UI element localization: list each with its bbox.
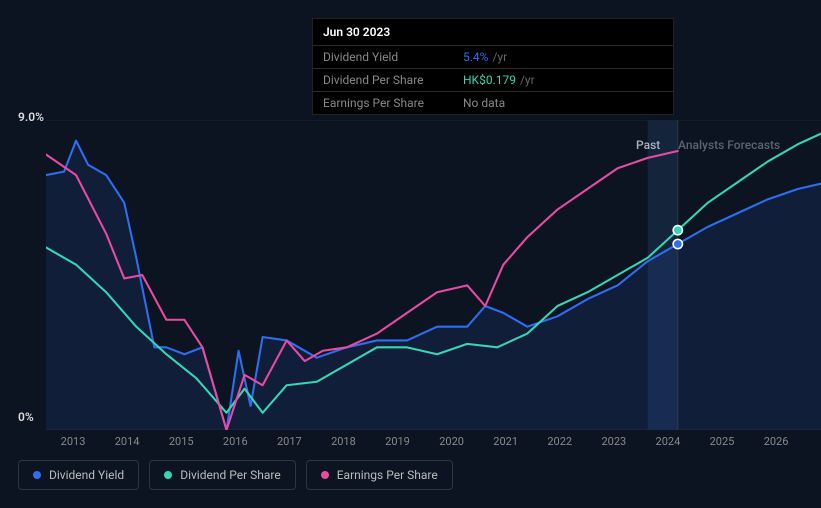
legend-label: Earnings Per Share <box>337 468 438 482</box>
x-tick-label: 2021 <box>479 435 533 448</box>
legend-label: Dividend Per Share <box>180 468 281 482</box>
x-tick-label: 2014 <box>100 435 154 448</box>
x-tick-label: 2015 <box>154 435 208 448</box>
x-tick-label: 2016 <box>208 435 262 448</box>
chart-svg <box>46 120 821 430</box>
tooltip-metric-label: Dividend Yield <box>323 50 463 64</box>
y-axis-max: 9.0% <box>18 110 44 124</box>
legend-dot <box>321 471 329 479</box>
x-tick-label: 2025 <box>695 435 749 448</box>
tooltip-metric-suffix: /yr <box>492 50 507 64</box>
legend-dividend-per-share[interactable]: Dividend Per Share <box>149 460 296 490</box>
x-tick-label: 2017 <box>262 435 316 448</box>
legend-dividend-yield[interactable]: Dividend Yield <box>18 460 139 490</box>
forecast-label: Analysts Forecasts <box>678 138 780 152</box>
tooltip-metric-label: Earnings Per Share <box>323 96 463 110</box>
x-axis-labels: 2013201420152016201720182019202020212022… <box>46 435 803 448</box>
tooltip-metric-value: No data <box>463 96 505 110</box>
tooltip-row: Dividend Yield5.4% /yr <box>313 46 673 69</box>
x-tick-label: 2026 <box>749 435 803 448</box>
x-tick-label: 2013 <box>46 435 100 448</box>
dividend-chart[interactable]: 9.0% 0% Past Analysts Forecasts 20132014… <box>18 110 803 455</box>
x-tick-label: 2024 <box>641 435 695 448</box>
tooltip-row: Dividend Per ShareHK$0.179/yr <box>313 69 673 92</box>
legend-label: Dividend Yield <box>49 468 124 482</box>
tooltip-date: Jun 30 2023 <box>313 19 673 46</box>
x-tick-label: 2018 <box>316 435 370 448</box>
legend-dot <box>33 471 41 479</box>
tooltip-metric-label: Dividend Per Share <box>323 73 463 87</box>
past-label: Past <box>636 138 660 152</box>
x-tick-label: 2020 <box>425 435 479 448</box>
legend-dot <box>164 471 172 479</box>
tooltip-metric-suffix: /yr <box>520 73 535 87</box>
chart-tooltip: Jun 30 2023 Dividend Yield5.4%/yrDividen… <box>312 18 674 115</box>
tooltip-metric-value: HK$0.179 <box>463 73 516 87</box>
tooltip-row: Earnings Per ShareNo data <box>313 92 673 114</box>
tooltip-metric-value: 5.4% <box>463 50 488 64</box>
chart-legend: Dividend Yield Dividend Per Share Earnin… <box>18 460 453 490</box>
y-axis-min: 0% <box>18 410 34 424</box>
x-tick-label: 2023 <box>587 435 641 448</box>
x-tick-label: 2022 <box>533 435 587 448</box>
x-tick-label: 2019 <box>370 435 424 448</box>
legend-earnings-per-share[interactable]: Earnings Per Share <box>306 460 453 490</box>
